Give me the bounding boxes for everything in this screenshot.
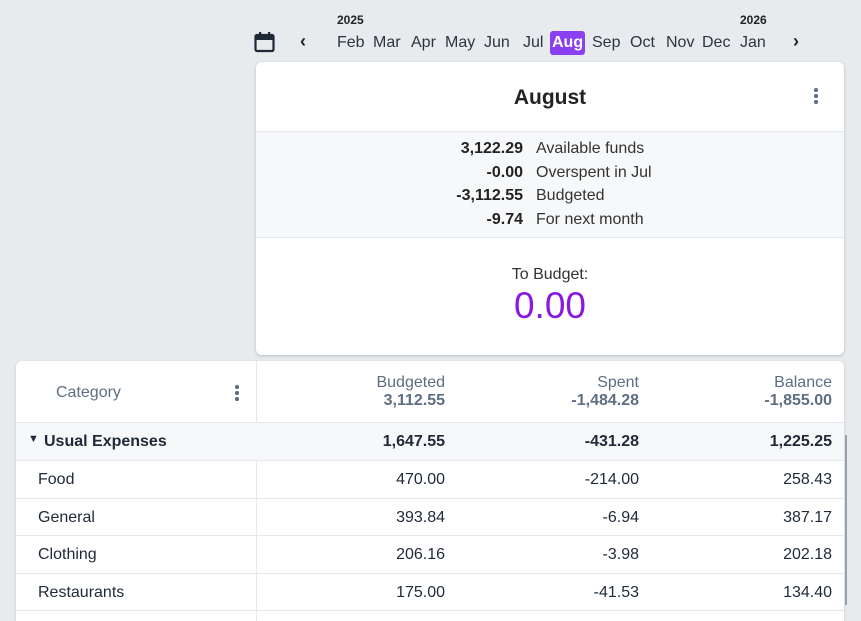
category-name: Clothing (38, 546, 97, 563)
month-sep[interactable]: Sep (592, 34, 621, 51)
budgeted-cell[interactable]: 206.16 (396, 546, 445, 563)
month-feb[interactable]: Feb (337, 34, 365, 51)
group-budgeted: 1,647.55 (382, 433, 445, 450)
month-picker: ‹ 2025 2026 › Feb Mar Apr May Jun Jul Aug Sep Oc… (250, 10, 810, 55)
budgeted-label: Budgeted (536, 187, 605, 204)
table-row[interactable]: Clothing 206.16 -3.98 202.18 (16, 536, 844, 574)
category-name: General (38, 508, 95, 526)
month-may[interactable]: May (445, 34, 476, 51)
next-month-label: For next month (536, 211, 644, 228)
collapse-triangle-icon[interactable]: ▼ (28, 433, 39, 445)
next-month-button[interactable]: › (793, 31, 799, 51)
scrollbar[interactable] (845, 435, 847, 605)
budgeted-header: Budgeted (376, 374, 445, 391)
spent-total: -1,484.28 (571, 392, 639, 409)
balance-cell[interactable]: 202.18 (783, 546, 832, 563)
year-label: 2026 (740, 13, 767, 27)
group-row[interactable]: ▼ Usual Expenses 1,647.55 -431.28 1,225.… (16, 423, 844, 461)
year-label: 2025 (337, 13, 364, 27)
spent-cell[interactable]: -41.53 (593, 583, 639, 601)
month-jan[interactable]: Jan (740, 34, 766, 51)
overspent-label: Overspent in Jul (536, 164, 652, 181)
month-title: August (513, 86, 587, 109)
balance-cell[interactable]: 134.40 (783, 583, 832, 601)
balance-cell[interactable]: 258.43 (783, 471, 832, 488)
month-oct[interactable]: Oct (630, 34, 655, 51)
balance-header: Balance (774, 374, 832, 391)
more-menu-icon[interactable] (814, 88, 818, 106)
month-jul[interactable]: Jul (523, 34, 544, 51)
next-month-value: -9.74 (486, 211, 523, 228)
summary-section: 3,122.29 Available funds -0.00 Overspent i… (256, 131, 844, 238)
month-jun[interactable]: Jun (484, 34, 510, 51)
to-budget-label: To Budget: (511, 266, 589, 283)
budgeted-cell[interactable]: 470.00 (396, 471, 445, 488)
spent-cell[interactable]: -214.00 (584, 471, 639, 488)
category-name: Food (38, 471, 75, 488)
available-funds-value: 3,122.29 (460, 140, 523, 157)
category-menu-icon[interactable] (235, 385, 239, 403)
month-apr[interactable]: Apr (411, 34, 436, 51)
budgeted-value: -3,112.55 (456, 187, 523, 204)
month-dec[interactable]: Dec (702, 34, 731, 51)
group-spent: -431.28 (584, 433, 639, 450)
spent-cell[interactable]: -6.94 (602, 508, 639, 526)
budgeted-cell[interactable]: 175.00 (396, 583, 445, 601)
month-mar[interactable]: Mar (373, 34, 401, 51)
table-row[interactable]: Food 470.00 -214.00 258.43 (16, 461, 844, 499)
table-row[interactable]: Restaurants 175.00 -41.53 134.40 (16, 574, 844, 611)
budget-table: Category Budgeted 3,112.55 Spent -1,484.28… (16, 361, 844, 621)
budgeted-cell[interactable]: 393.84 (396, 508, 445, 526)
group-name: Usual Expenses (44, 433, 167, 450)
available-funds-label: Available funds (536, 140, 645, 157)
table-header: Category Budgeted 3,112.55 Spent -1,484.28… (16, 361, 844, 423)
spent-cell[interactable]: -3.98 (602, 546, 639, 563)
to-budget-value[interactable]: 0.00 (513, 285, 586, 326)
month-summary-card: August 3,122.29 Available funds -0.00 Over… (256, 62, 844, 355)
category-name: Restaurants (38, 583, 125, 601)
budgeted-total: 3,112.55 (383, 392, 445, 409)
balance-total: -1,855.00 (764, 392, 832, 409)
balance-cell[interactable]: 387.17 (783, 508, 832, 526)
category-header: Category (56, 384, 121, 401)
month-nov[interactable]: Nov (666, 34, 695, 51)
table-row[interactable]: General 393.84 -6.94 387.17 (16, 499, 844, 536)
spent-header: Spent (597, 374, 639, 391)
group-balance: 1,225.25 (769, 433, 832, 450)
prev-month-button[interactable]: ‹ (300, 31, 306, 51)
month-aug[interactable]: Aug (550, 31, 586, 55)
calendar-icon[interactable] (254, 31, 275, 53)
overspent-value: -0.00 (486, 164, 523, 181)
